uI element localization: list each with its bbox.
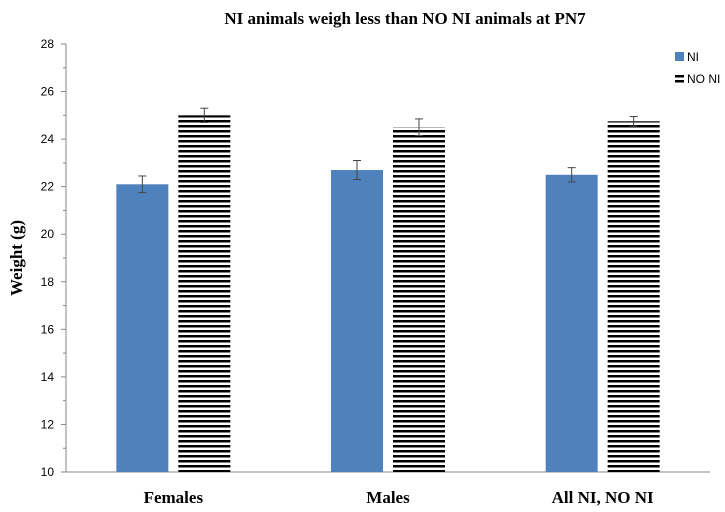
- chart-title: NI animals weigh less than NO NI animals…: [224, 9, 586, 28]
- legend-swatch: [675, 52, 684, 61]
- x-category-label: Females: [144, 488, 204, 507]
- y-tick-label: 10: [41, 465, 55, 479]
- bars-group: [116, 107, 660, 473]
- legend: NI NO NI: [675, 50, 720, 86]
- legend-swatch: [675, 74, 684, 83]
- y-tick-label: 24: [41, 132, 55, 146]
- bar-ni: [116, 184, 169, 473]
- x-axis-labels: Females Males All NI, NO NI: [144, 488, 654, 507]
- y-tick-label: 18: [41, 275, 55, 289]
- legend-label: NI: [687, 50, 699, 64]
- x-category-label: Males: [366, 488, 410, 507]
- x-category-label: All NI, NO NI: [552, 488, 654, 507]
- bar-no-ni: [607, 121, 660, 473]
- y-tick-label: 28: [41, 37, 55, 51]
- bar-ni: [545, 174, 598, 472]
- y-tick-label: 20: [41, 227, 55, 241]
- bar-no-ni: [393, 127, 445, 472]
- y-axis: 10 12 14 16 18 20 22 24 26 28: [41, 37, 710, 479]
- y-tick-label: 26: [41, 85, 55, 99]
- y-tick-label: 16: [41, 322, 55, 336]
- y-tick-label: 14: [41, 370, 55, 384]
- bar-no-ni: [178, 115, 231, 472]
- y-axis-label: Weight (g): [7, 220, 26, 296]
- y-tick-label: 22: [41, 180, 55, 194]
- legend-label: NO NI: [687, 72, 720, 86]
- y-tick-label: 12: [41, 417, 55, 431]
- bar-ni: [331, 170, 383, 472]
